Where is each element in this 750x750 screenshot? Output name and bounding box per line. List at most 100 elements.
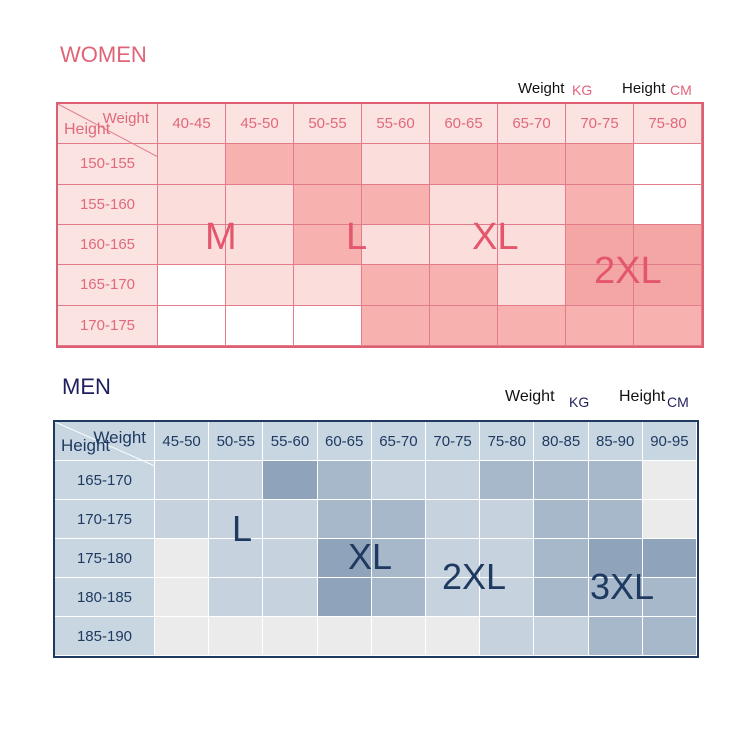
women-size-cell (158, 184, 226, 225)
men-legend-weight: Weight (505, 388, 555, 405)
men-size-cell (155, 578, 210, 617)
women-legend-weight-unit: KG (572, 82, 593, 98)
women-size-m: M (205, 216, 237, 258)
women-size-cell (362, 224, 430, 266)
women-size-cell (634, 224, 702, 266)
women-corner-weight: Weight (102, 110, 149, 127)
men-weight-header: 90-95 (642, 422, 697, 461)
men-height-header: 180-185 (55, 578, 155, 617)
men-weight-header: 85-90 (588, 422, 643, 461)
men-size-cell (317, 539, 372, 578)
men-size-cell (426, 539, 481, 578)
men-size-cell (534, 617, 589, 656)
women-size-cell (362, 144, 430, 185)
men-size-cell (642, 578, 697, 617)
women-height-header: 165-170 (58, 265, 158, 306)
men-weight-header: 55-60 (263, 422, 318, 461)
men-weight-header: 75-80 (480, 422, 535, 461)
women-size-cell (158, 265, 226, 306)
men-size-cell (426, 578, 481, 617)
women-size-cell (430, 184, 498, 225)
women-size-cell (226, 184, 294, 225)
men-size-table: Weight Height 45-50 50-55 55-60 60-65 65-70 7… (53, 420, 699, 658)
women-height-header: 160-165 (58, 224, 158, 266)
men-weight-header: 65-70 (371, 422, 426, 461)
men-size-cell (263, 500, 318, 539)
women-size-cell (226, 144, 294, 185)
men-size-cell (209, 500, 264, 539)
women-size-cell (498, 184, 566, 225)
women-size-cell (634, 144, 702, 185)
women-size-table: Weight Height 40-45 45-50 50-55 55-60 60-65 6… (56, 102, 704, 348)
women-size-xl: XL (472, 216, 519, 258)
men-size-cell (317, 578, 372, 617)
men-size-cell (155, 617, 210, 656)
women-size-cell (294, 265, 362, 306)
women-size-cell (566, 265, 634, 306)
men-size-cell (588, 539, 643, 578)
women-size-cell (362, 305, 430, 346)
women-size-cell (362, 265, 430, 306)
women-height-header: 150-155 (58, 144, 158, 185)
men-weight-header: 45-50 (155, 422, 210, 461)
women-size-cell (430, 144, 498, 185)
men-corner-weight: Weight (93, 428, 146, 447)
diagonal-divider (55, 422, 155, 466)
men-size-cell (588, 500, 643, 539)
men-size-l: L (232, 508, 253, 549)
women-size-cell (362, 184, 430, 225)
diagonal-divider (58, 104, 158, 157)
women-weight-header: 65-70 (498, 104, 566, 145)
women-size-l: L (346, 216, 368, 258)
men-size-cell (263, 461, 318, 500)
women-weight-header: 50-55 (294, 104, 362, 145)
women-height-header: 170-175 (58, 305, 158, 346)
men-size-cell (155, 461, 210, 500)
women-weight-header: 40-45 (158, 104, 226, 145)
men-size-cell (209, 617, 264, 656)
men-weight-header: 70-75 (426, 422, 481, 461)
women-weight-header: 75-80 (634, 104, 702, 145)
women-size-cell (498, 265, 566, 306)
men-size-cell (371, 617, 426, 656)
men-size-cell (480, 500, 535, 539)
men-size-cell (209, 578, 264, 617)
men-legend-height: Height (619, 388, 666, 405)
men-size-cell (480, 617, 535, 656)
men-size-cell (480, 461, 535, 500)
women-size-cell (294, 224, 362, 266)
men-size-cell (371, 500, 426, 539)
women-size-cell (498, 144, 566, 185)
women-size-cell (634, 184, 702, 225)
men-corner-height: Height (61, 436, 111, 455)
men-size-cell (317, 617, 372, 656)
men-size-cell (263, 578, 318, 617)
men-legend-weight-unit: KG (569, 394, 590, 410)
men-size-cell (317, 461, 372, 500)
women-size-cell (566, 305, 634, 346)
women-legend-weight: Weight (518, 80, 565, 97)
women-legend-height: Height (622, 80, 666, 97)
men-size-cell (209, 539, 264, 578)
men-size-cell (426, 500, 481, 539)
men-weight-header: 60-65 (317, 422, 372, 461)
men-title: MEN (62, 374, 111, 399)
men-corner-header: Weight Height (55, 422, 155, 466)
men-size-cell (371, 539, 426, 578)
men-size-cell (426, 461, 481, 500)
women-weight-header: 55-60 (362, 104, 430, 145)
women-weight-header: 60-65 (430, 104, 498, 145)
women-weight-header: 70-75 (566, 104, 634, 145)
men-size-cell (588, 578, 643, 617)
men-size-cell (317, 500, 372, 539)
women-legend-height-unit: CM (670, 82, 692, 98)
men-size-cell (426, 617, 481, 656)
women-weight-header: 45-50 (226, 104, 294, 145)
women-title: WOMEN (60, 42, 147, 67)
men-size-cell (155, 539, 210, 578)
women-size-cell (566, 224, 634, 266)
women-size-cell (498, 224, 566, 266)
men-weight-header: 50-55 (209, 422, 264, 461)
men-height-header: 170-175 (55, 500, 155, 539)
men-size-cell (263, 539, 318, 578)
